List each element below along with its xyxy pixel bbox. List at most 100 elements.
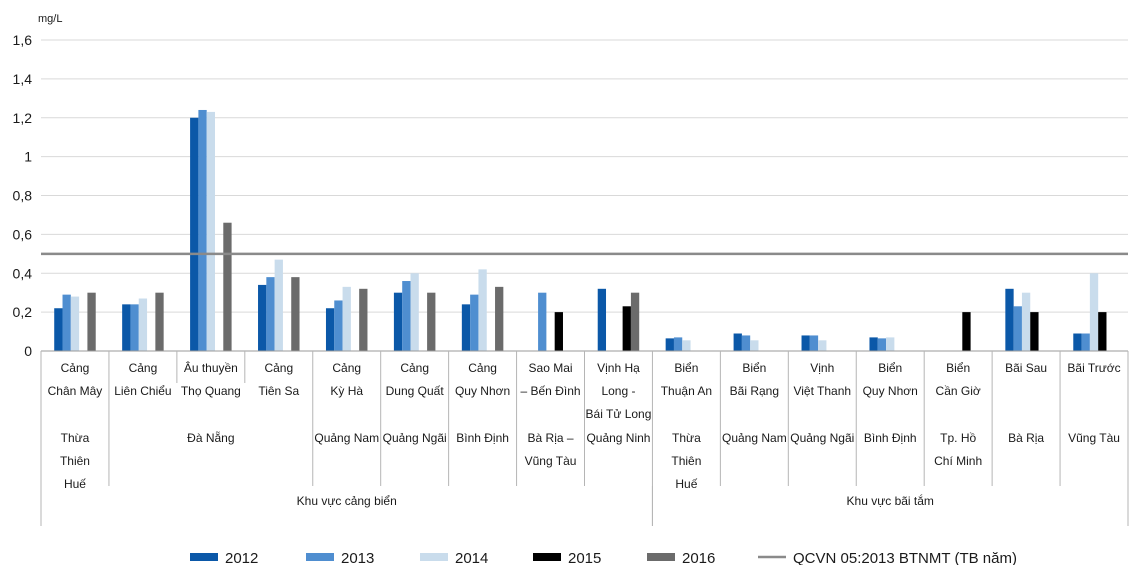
legend-label: 2014	[455, 550, 488, 565]
bar-2012	[665, 338, 674, 351]
category-label: Vịnh	[810, 361, 834, 375]
category-label: Việt Thanh	[793, 384, 851, 398]
bar-2014	[1089, 273, 1099, 351]
category-label: Dung Quất	[386, 384, 445, 398]
bar-2013	[877, 338, 887, 351]
bar-2014	[478, 269, 487, 351]
category-label: Biển	[742, 361, 766, 375]
y-tick-label: 0,8	[13, 188, 33, 204]
y-tick-label: 1,4	[13, 71, 33, 87]
bar-2014	[138, 298, 148, 351]
bar-2012	[122, 304, 131, 351]
bar-2014	[682, 340, 691, 351]
province-label: Quảng Nam	[722, 431, 787, 445]
legend-label: 2013	[341, 550, 374, 565]
legend: 2012 2013 2014 2015 2016 QCVN 05:2013 BTNMT (…	[190, 550, 1017, 567]
category-label: Cảng	[332, 361, 361, 375]
category-label: Thuận An	[661, 384, 712, 398]
province-label: Huế	[64, 477, 86, 491]
bar-2015	[1030, 312, 1039, 351]
group-label: Khu vực bãi tắm	[847, 493, 934, 508]
category-label: Bãi Trước	[1067, 361, 1120, 375]
category-label: Bãi Rạng	[730, 384, 779, 398]
bar-2013	[538, 292, 547, 351]
bar-2014	[1021, 292, 1031, 351]
category-label: Chân Mây	[48, 384, 103, 398]
bar-2015	[1098, 312, 1107, 351]
bar-2012	[461, 304, 471, 351]
legend-label: QCVN 05:2013 BTNMT (TB năm)	[793, 550, 1017, 565]
bar-2012	[258, 284, 267, 351]
category-label: Cảng	[264, 361, 293, 375]
x-axis: Cảng Chân Mây Cảng Liên Chiểu Âu thuyền Thọ Q…	[40, 350, 1129, 526]
bar-2015	[554, 312, 563, 351]
category-label: Âu thuyền	[184, 360, 238, 375]
bar-2013	[1081, 333, 1090, 351]
bar-2014	[886, 337, 895, 351]
bar-2015	[962, 312, 971, 351]
bar-2012	[801, 335, 810, 351]
category-label: Cảng	[468, 361, 497, 375]
category-label: Cảng	[61, 361, 90, 375]
province-label: Đà Nẵng	[187, 430, 234, 445]
bar-2016	[630, 292, 640, 351]
bar-2016	[87, 292, 96, 351]
category-label: Biển	[878, 361, 902, 375]
bar-2016	[291, 277, 300, 351]
bar-2013	[470, 294, 479, 351]
province-label: Tp. Hồ	[940, 431, 976, 445]
bar-2012	[190, 117, 199, 351]
bar-2016	[359, 288, 368, 351]
bar-2016	[495, 286, 504, 351]
bar-2012	[393, 292, 403, 351]
legend-swatch-2012	[190, 553, 218, 561]
province-label: Vũng Tàu	[525, 454, 577, 468]
category-label: Liên Chiểu	[114, 384, 171, 398]
bar-2012	[1005, 288, 1014, 351]
category-label: Sao Mai	[529, 361, 573, 375]
bar-2014	[274, 259, 283, 351]
bar-2013	[809, 335, 819, 351]
province-label: Bà Rịa –	[528, 431, 574, 445]
y-tick-label: 1,2	[13, 110, 33, 126]
bar-2014	[750, 340, 759, 351]
bar-2013	[1013, 306, 1022, 351]
bar-2016	[427, 292, 436, 351]
legend-label: 2015	[568, 550, 601, 565]
category-label: Quy Nhơn	[455, 384, 510, 398]
province-label: Huế	[675, 477, 697, 491]
bar-2013	[62, 294, 71, 351]
y-tick-label: 0,6	[13, 226, 33, 242]
bar-2013	[334, 300, 343, 351]
gridlines	[41, 39, 1128, 313]
category-label: Thọ Quang	[181, 384, 241, 398]
y-unit-label: mg/L	[38, 13, 62, 25]
bar-2012	[869, 337, 878, 351]
category-label: Kỳ Hà	[330, 384, 363, 398]
category-label: Cần Giờ	[936, 384, 981, 398]
province-label: Quảng Ngãi	[383, 431, 447, 445]
bar-2013	[402, 281, 411, 351]
legend-swatch-2013	[306, 553, 334, 561]
bar-2016	[155, 292, 164, 351]
bar-2012	[597, 288, 607, 351]
category-label: Bái Tử Long	[586, 407, 652, 421]
bar-2016	[223, 222, 232, 351]
bar-2012	[325, 308, 335, 351]
bar-2014	[206, 111, 215, 351]
category-label: Cảng	[129, 361, 158, 375]
bar-2015	[622, 306, 631, 351]
province-label: Quảng Ngãi	[790, 431, 854, 445]
category-label: Cảng	[400, 361, 429, 375]
province-label: Vũng Tàu	[1068, 431, 1120, 445]
bar-2014	[342, 286, 351, 351]
category-label: Biển	[946, 361, 970, 375]
y-tick-label: 0,2	[13, 304, 33, 320]
province-label: Thiên	[671, 454, 701, 468]
y-axis: 0 0,2 0,4 0,6 0,8 1 1,2 1,4 1,6	[13, 32, 33, 359]
bar-2012	[733, 333, 742, 351]
category-label: Biển	[674, 361, 698, 375]
province-label: Chí Minh	[934, 454, 982, 468]
province-label: Quảng Nam	[314, 431, 379, 445]
